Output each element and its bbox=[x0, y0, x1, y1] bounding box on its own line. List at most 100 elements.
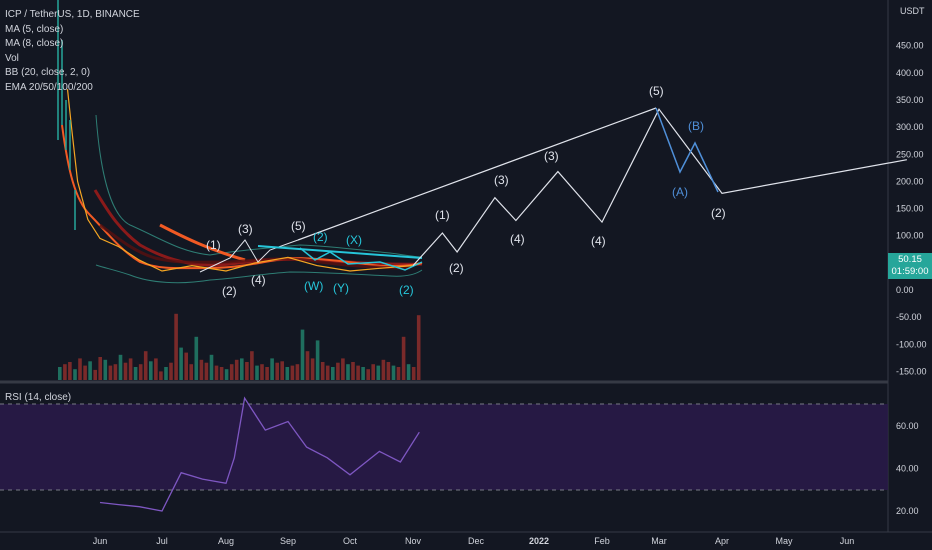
price-tick-label: 250.00 bbox=[896, 149, 924, 159]
price-tick-label: 100.00 bbox=[896, 231, 924, 241]
abc-correction-blue bbox=[655, 107, 719, 193]
indicator-ma5[interactable]: MA (5, close) bbox=[5, 23, 64, 35]
volume-bar bbox=[270, 358, 274, 380]
volume-bar bbox=[133, 367, 138, 380]
volume-bar bbox=[331, 367, 335, 380]
indicator-ema[interactable]: EMA 20/50/100/200 bbox=[5, 81, 93, 93]
volume-bar bbox=[68, 362, 72, 380]
volume-bar bbox=[164, 367, 168, 380]
volume-bar bbox=[310, 358, 315, 380]
volume-bar bbox=[63, 364, 67, 380]
indicator-bollinger[interactable]: BB (20, close, 2, 0) bbox=[5, 67, 91, 78]
volume-bar bbox=[285, 367, 290, 380]
wave-label: (3) bbox=[238, 222, 253, 236]
rsi-tick-label: 40.00 bbox=[896, 463, 919, 473]
projection-path bbox=[412, 108, 908, 267]
volume-bar bbox=[346, 364, 350, 380]
volume-bar bbox=[416, 315, 421, 380]
volume-bar bbox=[128, 358, 133, 380]
volume-bar bbox=[219, 367, 224, 380]
volume-bar bbox=[401, 336, 406, 380]
rsi-title[interactable]: RSI (14, close) bbox=[5, 392, 72, 403]
wave-label: (Y) bbox=[333, 281, 349, 295]
volume-bar bbox=[93, 369, 97, 380]
wave-label: (1) bbox=[206, 238, 221, 252]
wave-label: (1) bbox=[435, 208, 450, 222]
wave-label: (5) bbox=[291, 219, 306, 233]
symbol-title[interactable]: ICP / TetherUS, 1D, BINANCE bbox=[5, 9, 140, 20]
wave-label: (2) bbox=[711, 206, 726, 220]
volume-bar bbox=[98, 357, 102, 380]
volume-bar bbox=[78, 358, 82, 380]
cyan-wxy-correction bbox=[299, 247, 423, 271]
volume-bar bbox=[356, 365, 360, 380]
price-tick-label: -100.00 bbox=[896, 339, 927, 349]
volume-bar bbox=[280, 361, 284, 380]
ema-long-orange bbox=[159, 223, 246, 262]
rsi-line bbox=[99, 396, 420, 512]
volume-bar bbox=[149, 361, 153, 380]
price-tick-label: 200.00 bbox=[896, 176, 924, 186]
time-tick-label: Jun bbox=[93, 536, 108, 546]
rsi-band bbox=[0, 404, 888, 490]
time-tick-label: Jul bbox=[156, 536, 168, 546]
time-tick-label: Sep bbox=[280, 536, 296, 546]
volume-bar bbox=[234, 359, 239, 380]
volume-bar bbox=[255, 365, 259, 380]
wave-labels: (1) (2) (3) (4) (5) (X) (W) (Y) (2) (2) … bbox=[206, 84, 726, 298]
volume-bar bbox=[351, 362, 355, 380]
volume-bar bbox=[381, 359, 386, 380]
price-tick-label: 300.00 bbox=[896, 122, 924, 132]
chart-legend: ICP / TetherUS, 1D, BINANCE MA (5, close… bbox=[5, 8, 140, 95]
indicator-volume[interactable]: Vol bbox=[5, 52, 19, 64]
volume-bar bbox=[209, 354, 214, 380]
wave-label: (4) bbox=[510, 232, 525, 246]
time-tick-label: Feb bbox=[594, 536, 610, 546]
volume-bar bbox=[366, 369, 370, 380]
volume-bars bbox=[58, 313, 421, 380]
volume-bar bbox=[113, 364, 118, 380]
price-tick-label: 0.00 bbox=[896, 285, 914, 295]
time-tick-label: Nov bbox=[405, 536, 422, 546]
wave-label: (2) bbox=[449, 261, 464, 275]
volume-bar bbox=[103, 359, 108, 380]
bollinger-upper bbox=[95, 114, 423, 258]
volume-bar bbox=[229, 364, 234, 380]
volume-bar bbox=[305, 351, 310, 380]
volume-bar bbox=[88, 361, 92, 380]
wave-label: (2) bbox=[222, 284, 237, 298]
price-axis[interactable]: 450.00 400.00 350.00 300.00 250.00 200.00 150.… bbox=[896, 41, 927, 377]
wave-label: (4) bbox=[591, 234, 606, 248]
time-tick-label: Oct bbox=[343, 536, 358, 546]
volume-bar bbox=[265, 367, 269, 380]
wave-label: (W) bbox=[304, 279, 323, 293]
price-tick-label: 150.00 bbox=[896, 204, 924, 214]
volume-bar bbox=[315, 340, 320, 380]
time-tick-label: May bbox=[775, 536, 793, 546]
price-tick-label: -150.00 bbox=[896, 366, 927, 376]
volume-bar bbox=[240, 358, 244, 380]
volume-bar bbox=[199, 359, 204, 380]
volume-bar bbox=[189, 364, 193, 380]
rsi-tick-label: 60.00 bbox=[896, 421, 919, 431]
rsi-axis[interactable]: 60.00 40.00 20.00 bbox=[896, 421, 919, 516]
ema-orange bbox=[61, 124, 423, 270]
volume-bar bbox=[204, 362, 209, 380]
wave-label: (2) bbox=[313, 230, 328, 244]
time-axis[interactable]: Jun Jul Aug Sep Oct Nov Dec 2022 Feb Mar Apr May Jun bbox=[93, 536, 855, 546]
indicator-ma8[interactable]: MA (8, close) bbox=[5, 38, 64, 49]
time-tick-label: 2022 bbox=[529, 536, 549, 546]
wave-count-historical bbox=[199, 239, 299, 273]
volume-bar bbox=[194, 336, 199, 380]
volume-bar bbox=[336, 362, 340, 380]
volume-bar bbox=[174, 313, 178, 380]
volume-bar bbox=[169, 362, 173, 380]
cyan-trendline bbox=[257, 245, 423, 259]
volume-bar bbox=[396, 367, 401, 380]
volume-bar bbox=[371, 364, 375, 380]
price-line bbox=[66, 89, 420, 272]
volume-bar bbox=[275, 362, 279, 380]
volume-bar bbox=[406, 364, 411, 380]
volume-bar bbox=[184, 352, 188, 380]
